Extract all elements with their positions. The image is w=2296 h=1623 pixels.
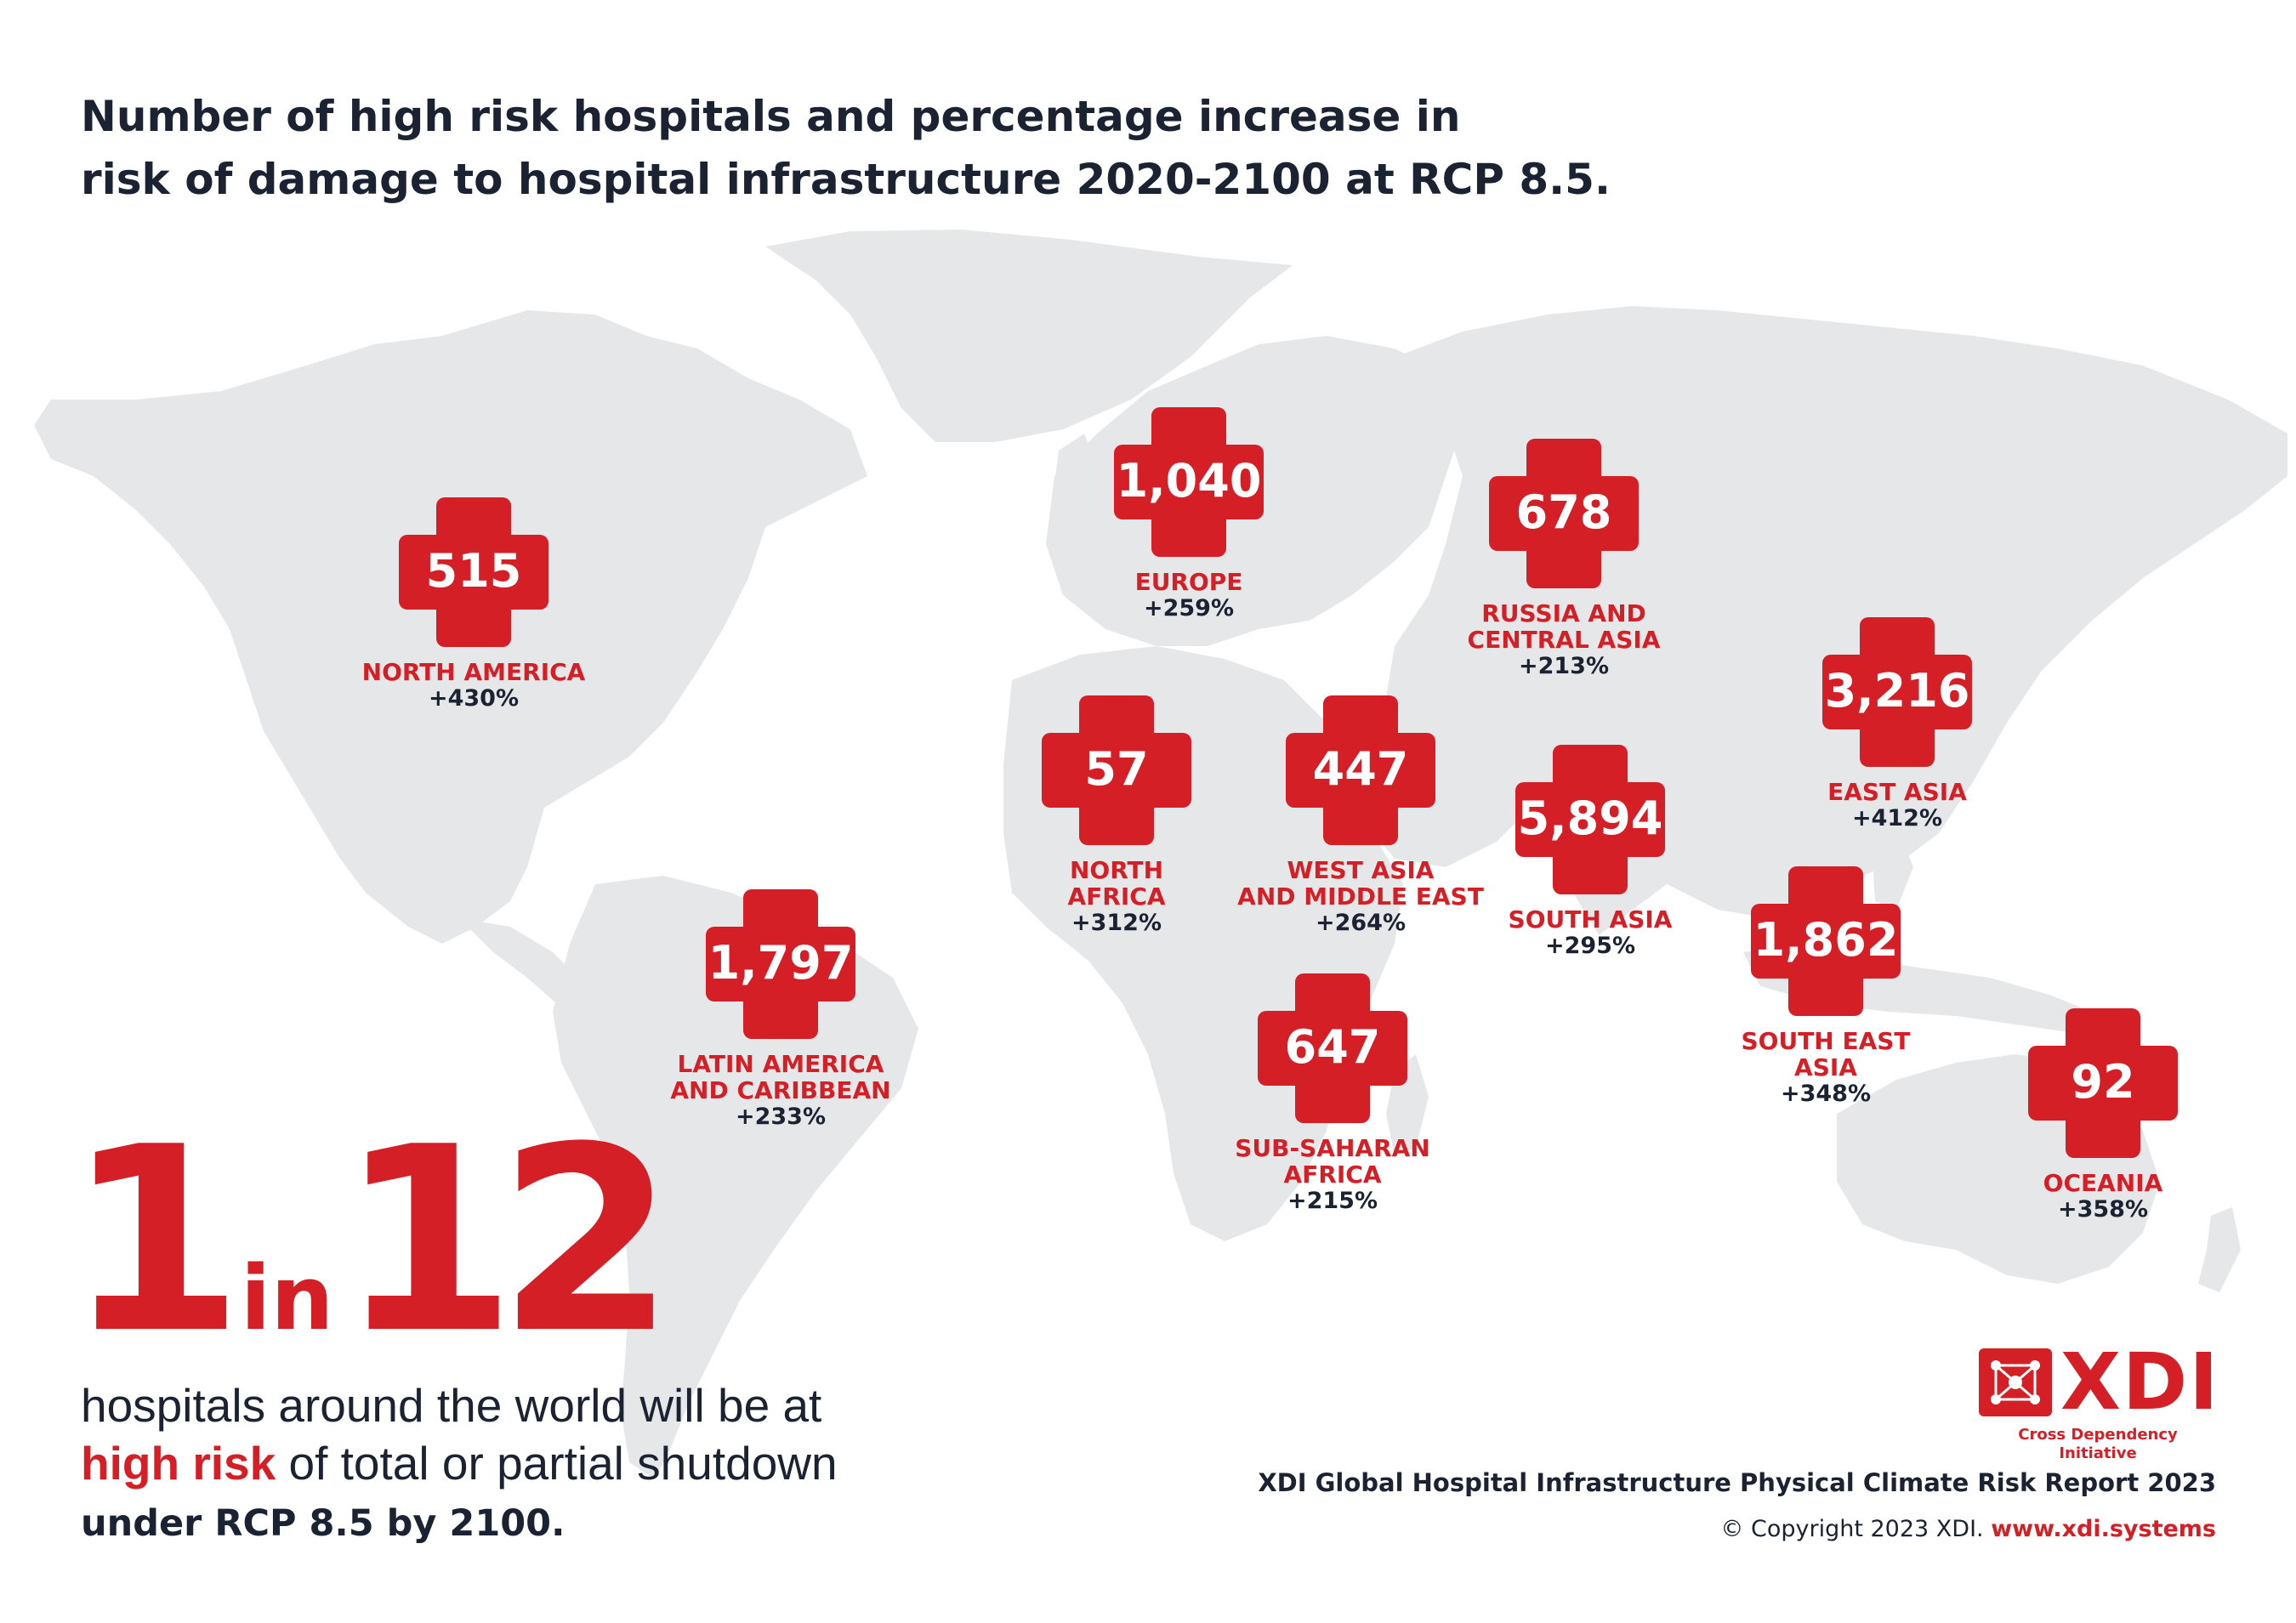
region-count: 1,040 [1116,454,1262,508]
region-count: 57 [1084,742,1149,796]
stat-description-line-3: under RCP 8.5 by 2100. [81,1502,565,1545]
region-name: RUSSIA AND CENTRAL ASIA [1467,599,1661,654]
region-increase: +348% [1780,1081,1872,1107]
region-increase: +264% [1315,910,1407,936]
region-increase: +215% [1287,1188,1378,1214]
south-america-landmass [553,876,918,1479]
copyright-text: © Copyright 2023 XDI. [1720,1516,1992,1542]
region-east-asia: 3,216 EAST ASIA +412% [1710,617,2084,831]
region-count: 515 [425,544,522,598]
hospital-cross-icon: 5,894 [1515,745,1665,894]
region-increase: +430% [428,685,520,712]
hospital-cross-icon: 3,216 [1822,617,1972,767]
region-name: EAST ASIA [1827,778,1967,806]
hospital-cross-icon: 1,040 [1114,407,1264,557]
region-count: 647 [1284,1020,1381,1074]
region-name: SOUTH EAST ASIA [1741,1027,1911,1081]
headline-stat: 1 in12 [66,1114,675,1369]
hospital-cross-icon: 92 [2028,1008,2178,1158]
title-line-1: Number of high risk hospitals and percen… [81,92,1461,141]
philippines-landmass [1871,825,1913,910]
region-south-asia: 5,894 SOUTH ASIA +295% [1403,745,1777,959]
stat-highlight: high risk [81,1437,276,1490]
region-increase: +412% [1851,805,1943,831]
japan-landmass [1981,527,2041,663]
region-increase: +213% [1518,653,1610,679]
region-name: LATIN AMERICA AND CARIBBEAN [670,1050,891,1104]
hospital-cross-icon: 447 [1286,695,1435,845]
region-count: 92 [2071,1055,2135,1109]
stat-number-1: 1 [66,1092,244,1389]
region-name: NORTH AFRICA [1067,856,1166,911]
region-sub-saharan-africa: 647 SUB-SAHARAN AFRICA +215% [1145,973,1520,1214]
page-title: Number of high risk hospitals and percen… [81,85,1739,211]
region-latin-america-caribbean: 1,797 LATIN AMERICA AND CARIBBEAN +233% [594,889,968,1130]
region-south-east-asia: 1,862 SOUTH EAST ASIA +348% [1639,866,2013,1107]
region-increase: +358% [2057,1196,2149,1223]
hospital-cross-icon: 647 [1258,973,1407,1123]
stat-description-rest: of total or partial shutdown [276,1437,838,1490]
region-russia-central-asia: 678 RUSSIA AND CENTRAL ASIA +213% [1377,439,1751,679]
region-count: 3,216 [1824,664,1970,718]
region-count: 5,894 [1517,792,1663,845]
region-north-america: 515 NORTH AMERICA +430% [287,497,661,712]
website-link[interactable]: www.xdi.systems [1991,1516,2216,1542]
stat-description-line-2: high risk of total or partial shutdown [81,1435,838,1491]
region-name: OCEANIA [2043,1169,2163,1197]
region-count: 678 [1515,485,1612,539]
stat-number-2: 12 [338,1092,675,1389]
uk-landmass [1054,434,1097,519]
region-europe: 1,040 EUROPE +259% [1002,407,1376,621]
region-north-africa: 57 NORTH AFRICA +312% [929,695,1304,936]
region-increase: +233% [735,1104,827,1130]
hospital-cross-icon: 515 [399,497,548,647]
region-count: 1,862 [1753,913,1899,967]
region-name: SUB-SAHARAN AFRICA [1235,1134,1430,1189]
greenland-landmass [765,230,1293,442]
region-west-asia-middle-east: 447 WEST ASIA AND MIDDLE EAST +264% [1174,695,1548,936]
copyright-line: © Copyright 2023 XDI. www.xdi.systems [1720,1512,2216,1546]
iceland-landmass [1020,357,1088,391]
region-oceania: 92 OCEANIA +358% [1916,1008,2290,1223]
region-count: 1,797 [708,936,854,990]
hospital-cross-icon: 57 [1042,695,1191,845]
region-increase: +312% [1071,910,1162,936]
region-name: EUROPE [1134,568,1243,596]
hospital-cross-icon: 1,862 [1751,866,1901,1016]
region-name: NORTH AMERICA [361,658,586,686]
region-increase: +295% [1544,933,1636,959]
new-zealand-landmass [2198,1207,2241,1292]
region-increase: +259% [1143,595,1235,621]
xdi-logo: XDI Cross Dependency Initiative [1979,1340,2225,1462]
logo-subtitle: Cross Dependency Initiative [2018,1426,2178,1462]
stat-description-line-1: hospitals around the world will be at [81,1379,822,1432]
logo-wordmark: XDI [2060,1336,2220,1427]
report-title: XDI Global Hospital Infrastructure Physi… [1258,1468,2216,1497]
network-node-icon [1979,1348,2052,1416]
region-name: WEST ASIA AND MIDDLE EAST [1237,856,1484,911]
hospital-cross-icon: 678 [1489,439,1639,588]
title-line-2: risk of damage to hospital infrastructur… [81,155,1611,204]
region-count: 447 [1312,742,1409,796]
region-name: SOUTH ASIA [1508,905,1673,934]
hospital-cross-icon: 1,797 [706,889,855,1039]
stat-connector: in [240,1246,334,1350]
